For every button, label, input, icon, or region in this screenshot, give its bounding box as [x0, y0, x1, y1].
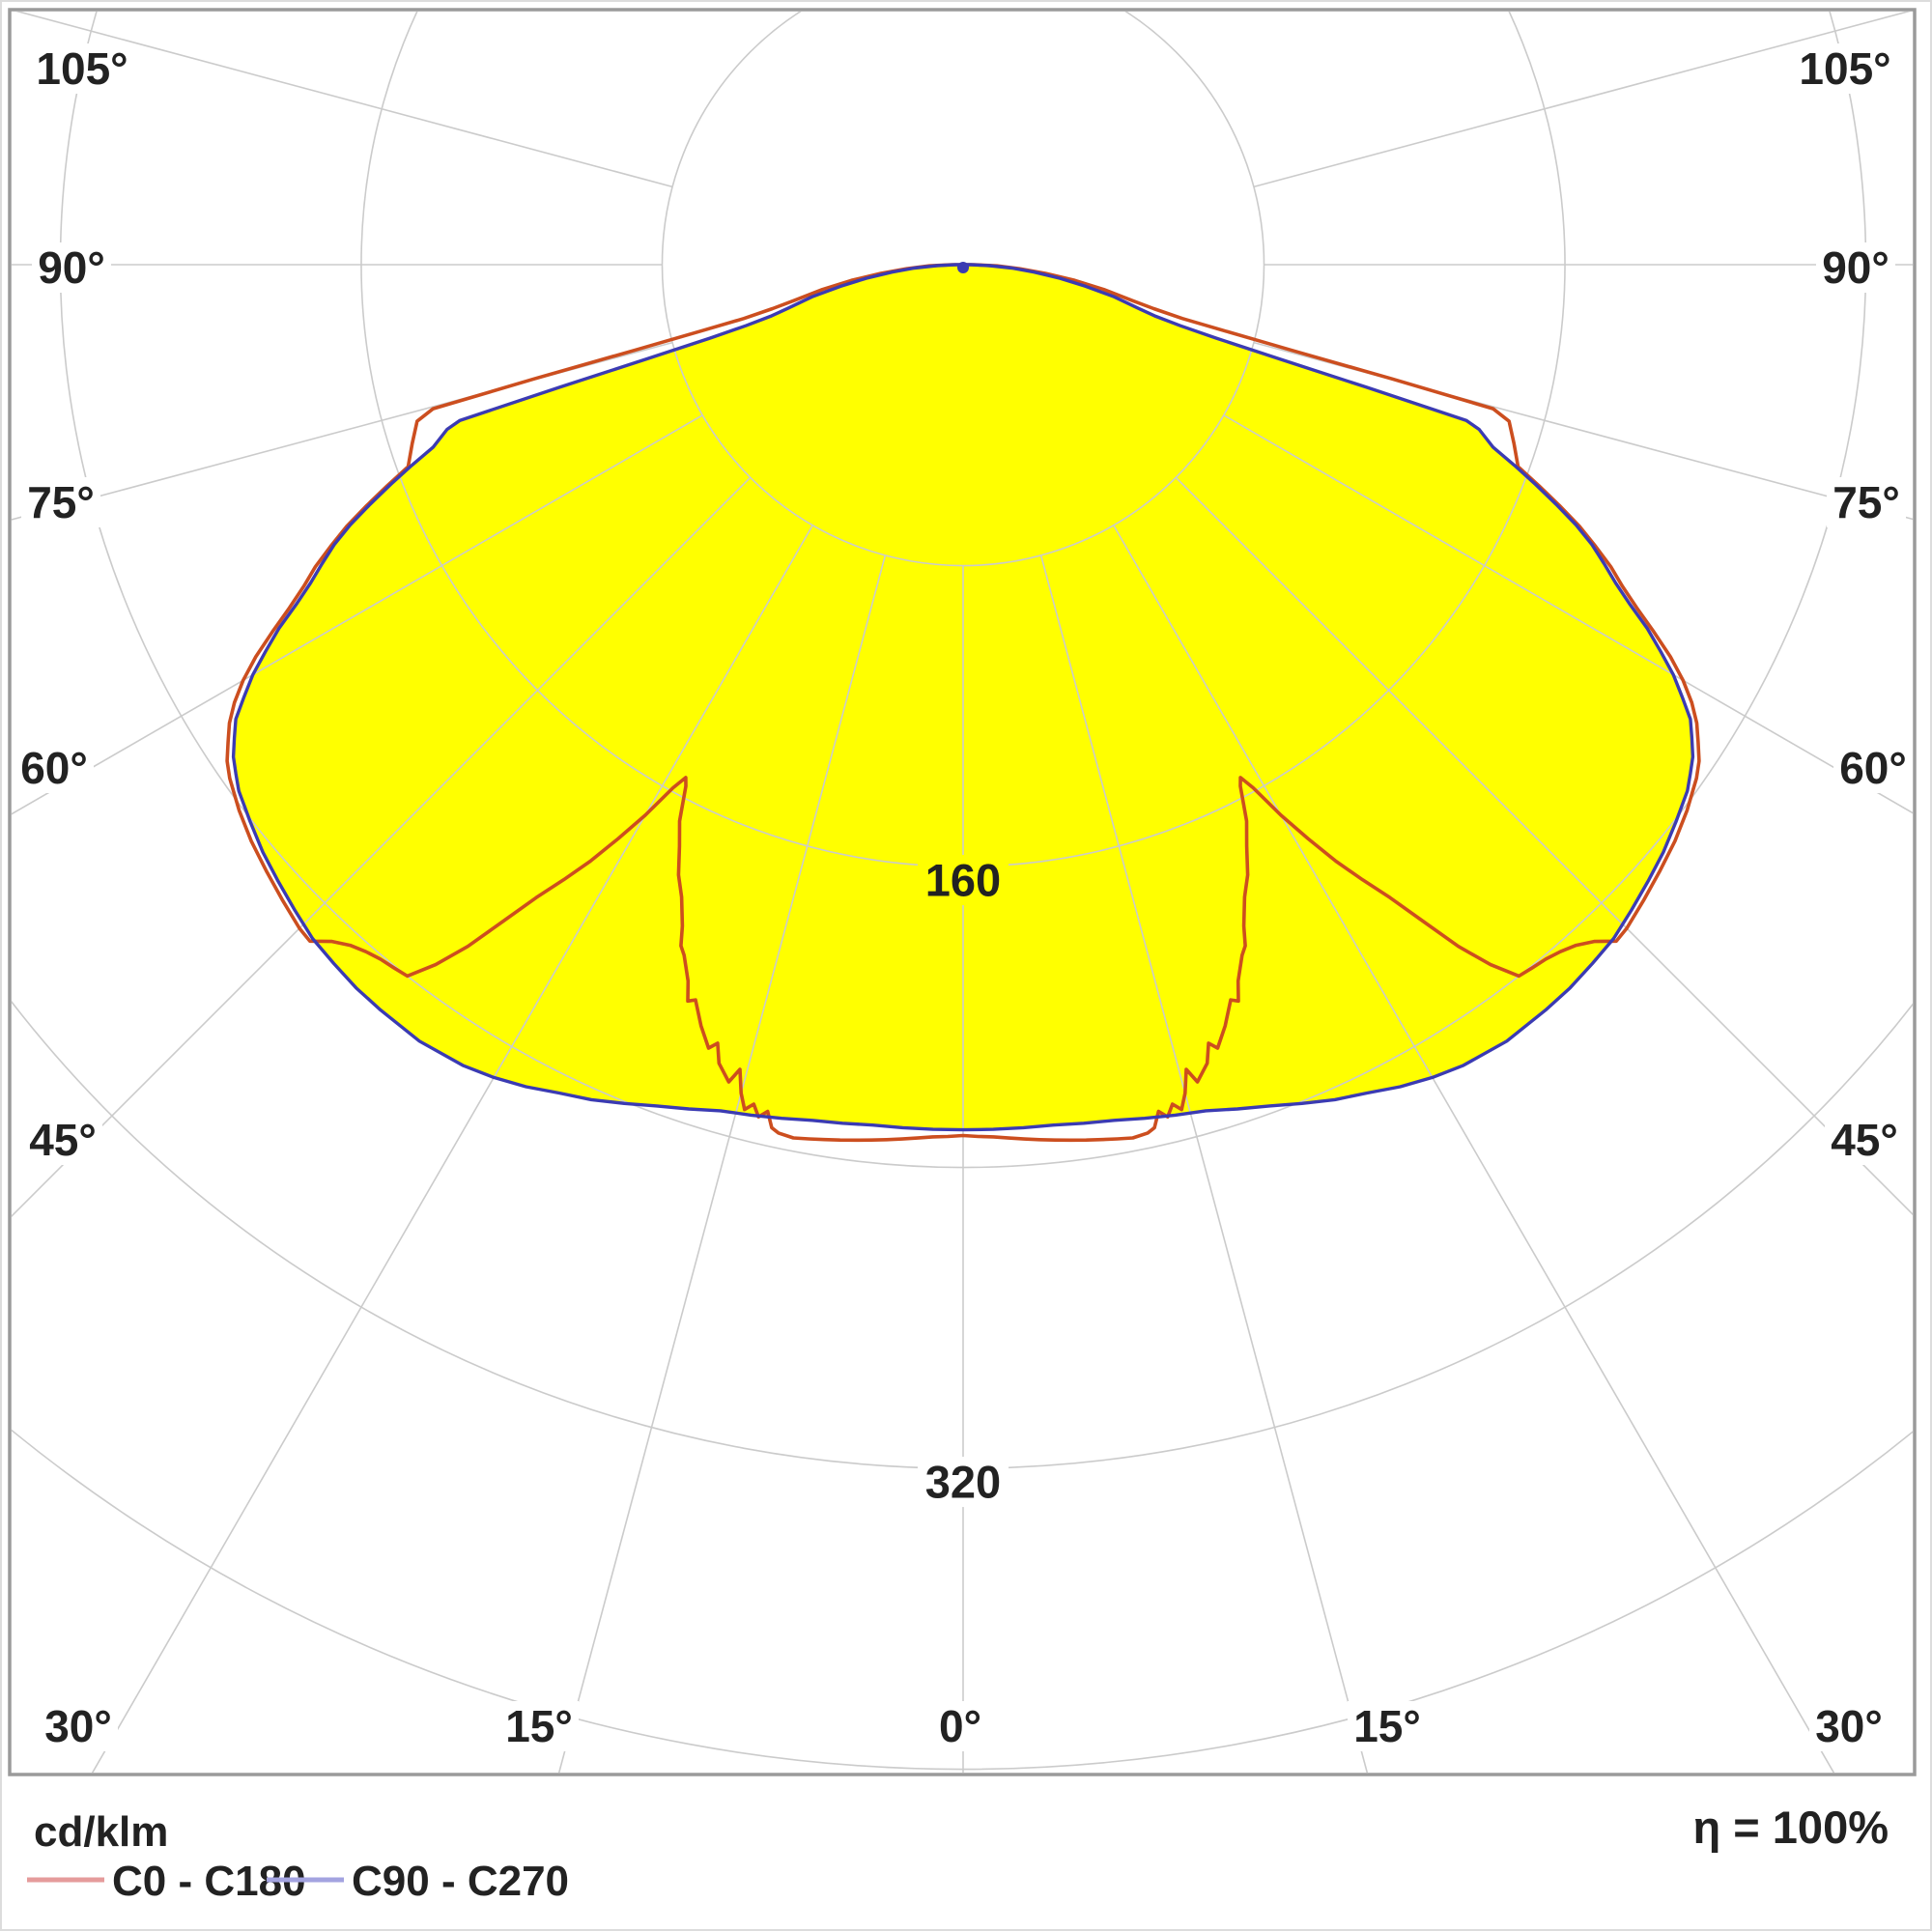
angle-label-45°: 45°	[1831, 1115, 1898, 1165]
angle-label-bg	[1833, 743, 1913, 793]
angle-label-bg	[1825, 1115, 1904, 1165]
chart-border	[8, 8, 1917, 1776]
grid-radial-60	[12, 414, 703, 815]
angle-label-bg	[1794, 43, 1896, 94]
efficiency-label: η = 100%	[1693, 1802, 1889, 1853]
angle-label-15°: 15°	[505, 1701, 573, 1751]
ring-label-160: 160	[925, 855, 1001, 906]
unit-label: cd/klm	[34, 1808, 168, 1856]
angle-label-45°: 45°	[29, 1115, 97, 1165]
c0-c180-curve	[225, 263, 1701, 1143]
angle-label-bg	[31, 43, 133, 94]
angle-label-bg	[1348, 1701, 1427, 1751]
legend-label-c90-c270: C90 - C270	[352, 1858, 569, 1905]
c90-c270-curve	[231, 263, 1695, 1132]
angle-label-bg	[21, 477, 100, 527]
angle-label-75°: 75°	[27, 477, 95, 527]
angle-label-bg	[14, 743, 94, 793]
angle-label-105°: 105°	[1799, 43, 1890, 94]
angle-label-bg	[499, 1701, 579, 1751]
grid-radial-15	[557, 554, 887, 1773]
ring-label-bg	[918, 855, 1009, 906]
angle-label-bg	[1827, 477, 1906, 527]
angle-label-0°: 0°	[939, 1701, 981, 1751]
curve-apex-dot	[957, 262, 969, 273]
angle-label-15°: 15°	[1353, 1701, 1421, 1751]
angle-label-105°: 105°	[36, 43, 128, 94]
angle-label-bg	[1816, 242, 1895, 293]
grid-radial-105	[15, 12, 673, 188]
legend: C0 - C180 C90 - C270	[27, 1858, 569, 1905]
grid-radial-105	[1253, 12, 1911, 188]
angle-label-bg	[32, 242, 111, 293]
ring-label-320: 320	[925, 1457, 1001, 1508]
angle-label-30°: 30°	[44, 1701, 112, 1751]
grid-radial-15	[1039, 554, 1369, 1773]
grid-radial-45	[12, 476, 752, 1218]
angle-label-bg	[1809, 1701, 1889, 1751]
angle-label-bg	[932, 1701, 988, 1751]
angle-label-75°: 75°	[1833, 477, 1900, 527]
angle-label-60°: 60°	[1839, 743, 1907, 793]
grid-radial-60	[1223, 414, 1913, 814]
angle-label-30°: 30°	[1815, 1701, 1883, 1751]
angle-label-bg	[39, 1701, 118, 1751]
angle-label-bg	[23, 1115, 102, 1165]
grid-radial-75	[1253, 341, 1913, 521]
grid-radial-75	[12, 341, 673, 521]
grid-radial-45	[1175, 476, 1913, 1216]
angle-label-90°: 90°	[1822, 242, 1889, 293]
ring-label-bg	[918, 1457, 1009, 1508]
angle-label-90°: 90°	[38, 242, 105, 293]
angle-label-60°: 60°	[20, 743, 88, 793]
